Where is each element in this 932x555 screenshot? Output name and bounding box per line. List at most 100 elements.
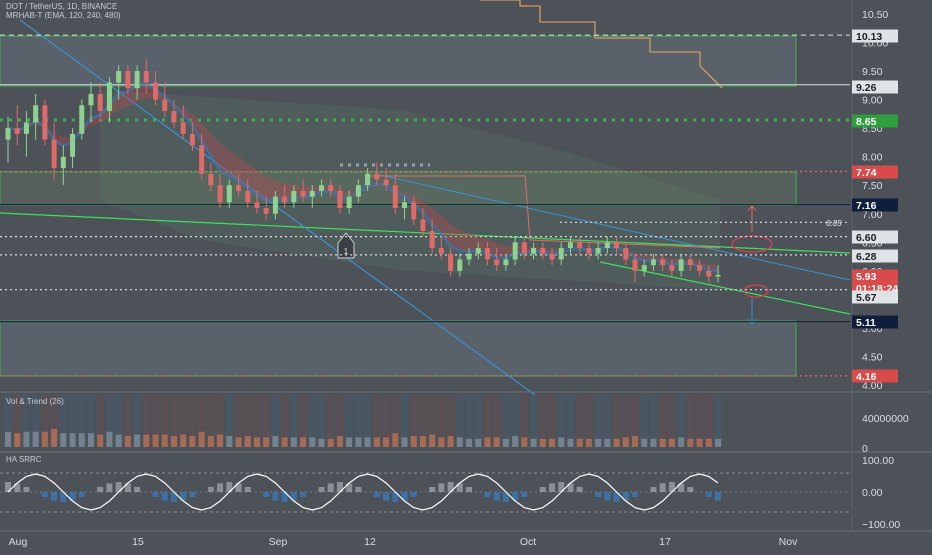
candle-body[interactable] (595, 248, 601, 254)
volume-bar[interactable] (281, 437, 288, 447)
candle-body[interactable] (106, 82, 112, 112)
volume-bar[interactable] (60, 433, 67, 447)
volume-bar[interactable] (641, 438, 648, 447)
volume-bar[interactable] (493, 437, 500, 447)
volume-bar[interactable] (502, 438, 509, 447)
candle-body[interactable] (79, 105, 85, 134)
volume-bar[interactable] (632, 436, 639, 447)
volume-bar[interactable] (87, 433, 94, 447)
volume-bar[interactable] (484, 437, 491, 447)
candle-body[interactable] (319, 185, 325, 191)
candle-body[interactable] (687, 259, 693, 266)
volume-bar[interactable] (668, 438, 675, 447)
volume-bar[interactable] (475, 438, 482, 447)
price-label[interactable]: 7.16 (856, 200, 877, 212)
candle-body[interactable] (457, 259, 463, 271)
candle-body[interactable] (162, 99, 168, 112)
price-label[interactable]: 8.65 (856, 116, 877, 128)
candle-body[interactable] (365, 173, 371, 186)
symbol-header[interactable]: DOT / TetherUS, 1D, BINANCE (6, 2, 118, 11)
candle-body[interactable] (217, 185, 223, 203)
candle-body[interactable] (5, 128, 11, 140)
volume-bar[interactable] (466, 438, 473, 447)
volume-bar[interactable] (705, 438, 712, 447)
candle-body[interactable] (558, 248, 564, 260)
volume-bar[interactable] (346, 437, 353, 447)
indicator-header[interactable]: MRHAB-T (EMA, 120, 240, 480) (6, 11, 121, 20)
volume-bar[interactable] (152, 434, 159, 447)
candle-body[interactable] (521, 242, 527, 254)
volume-bar[interactable] (253, 437, 260, 447)
candle-body[interactable] (282, 196, 288, 203)
candle-body[interactable] (512, 242, 518, 260)
candle-body[interactable] (291, 190, 297, 203)
candle-body[interactable] (236, 185, 242, 191)
candle-body[interactable] (180, 122, 186, 134)
candle-body[interactable] (309, 190, 315, 197)
candle-body[interactable] (660, 259, 666, 266)
volume-bar[interactable] (539, 438, 546, 447)
candle-body[interactable] (245, 190, 251, 203)
volume-bar[interactable] (97, 434, 104, 447)
candle-body[interactable] (171, 111, 177, 123)
candle-body[interactable] (540, 248, 546, 254)
candle-body[interactable] (503, 259, 509, 266)
volume-bar[interactable] (410, 436, 417, 447)
candle-body[interactable] (88, 93, 94, 106)
volume-bar[interactable] (438, 437, 445, 447)
volume-bar[interactable] (272, 436, 279, 447)
volume-bar[interactable] (180, 434, 187, 447)
price-label[interactable]: 4.16 (856, 371, 877, 383)
candle-body[interactable] (153, 82, 159, 100)
volume-bar[interactable] (300, 437, 307, 447)
candle-body[interactable] (577, 242, 583, 249)
candle-body[interactable] (300, 190, 306, 197)
volume-bar[interactable] (373, 437, 380, 447)
candle-body[interactable] (346, 196, 352, 209)
volume-bar[interactable] (161, 434, 168, 447)
candle-body[interactable] (189, 133, 195, 146)
volume-bar[interactable] (558, 437, 565, 447)
price-label[interactable]: 5.11 (856, 317, 876, 329)
volume-bar[interactable] (235, 437, 242, 447)
volume-bar[interactable] (429, 434, 436, 447)
volume-bar[interactable] (447, 436, 454, 447)
candle-body[interactable] (567, 242, 573, 249)
volume-bar[interactable] (207, 436, 214, 447)
candle-body[interactable] (23, 122, 29, 134)
price-label[interactable]: 5.93 (856, 271, 877, 283)
volume-bar[interactable] (364, 437, 371, 447)
volume-bar[interactable] (595, 438, 602, 447)
candle-body[interactable] (586, 248, 592, 254)
candle-body[interactable] (401, 202, 407, 209)
candle-body[interactable] (494, 259, 500, 266)
volume-bar[interactable] (567, 438, 574, 447)
volume-bar[interactable] (143, 434, 150, 447)
volume-bar[interactable] (244, 436, 251, 447)
volume-bar[interactable] (392, 433, 399, 447)
candle-body[interactable] (632, 259, 638, 271)
candle-body[interactable] (42, 105, 48, 140)
volume-bar[interactable] (263, 437, 270, 447)
candle-body[interactable] (678, 259, 684, 271)
price-label[interactable]: 6.28 (856, 251, 877, 263)
volume-bar[interactable] (290, 437, 297, 447)
volume-bar[interactable] (115, 434, 122, 447)
candle-body[interactable] (420, 219, 426, 231)
volume-bar[interactable] (41, 431, 48, 447)
volume-bar[interactable] (23, 431, 30, 447)
volume-bar[interactable] (69, 433, 76, 447)
volume-bar[interactable] (327, 438, 334, 447)
volume-bar[interactable] (678, 437, 685, 447)
volume-bar[interactable] (576, 438, 583, 447)
candle-body[interactable] (623, 248, 629, 260)
candle-body[interactable] (254, 202, 260, 209)
candle-body[interactable] (199, 145, 205, 174)
candle-body[interactable] (70, 133, 76, 157)
volume-bar[interactable] (134, 434, 141, 447)
volume-bar[interactable] (604, 438, 611, 447)
candle-body[interactable] (614, 242, 620, 249)
candle-body[interactable] (272, 196, 278, 214)
candle-body[interactable] (116, 71, 122, 83)
